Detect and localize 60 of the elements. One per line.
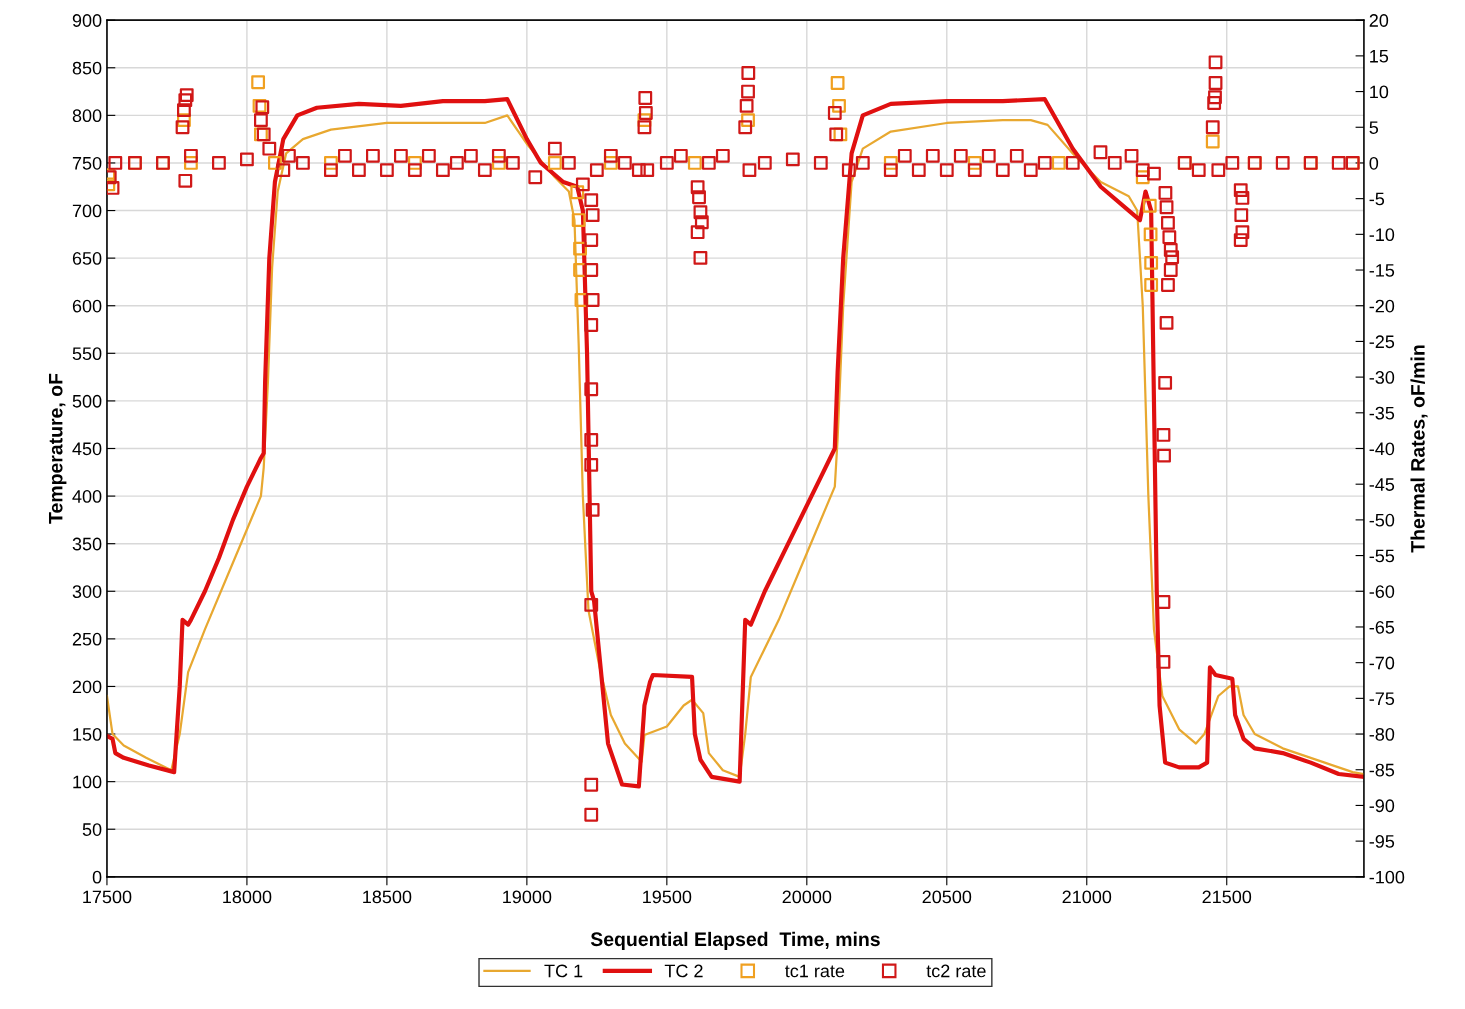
legend-label: tc2 rate — [926, 964, 986, 978]
y-tick-label: 700 — [72, 204, 102, 218]
y-tick-label: 100 — [73, 775, 102, 789]
y2-tick-label: -35 — [1369, 406, 1395, 420]
y-tick-label: 750 — [72, 156, 102, 170]
y2-tick-label: -65 — [1369, 620, 1395, 634]
y-tick-label: 400 — [72, 490, 102, 503]
y2-tick-label: -75 — [1369, 692, 1395, 706]
y2-tick-label: -5 — [1369, 192, 1385, 206]
x-tick-label: 18000 — [223, 890, 272, 904]
y-tick-label: 150 — [73, 727, 102, 741]
y-tick-label: 900 — [72, 14, 102, 27]
y2-tick-label: 10 — [1370, 85, 1389, 99]
y-tick-label: 450 — [72, 442, 102, 456]
y-tick-label: 650 — [72, 252, 102, 265]
y2-tick-label: -95 — [1369, 835, 1395, 848]
y2-tick-label: -90 — [1369, 799, 1395, 813]
x-tick-label: 20000 — [782, 890, 832, 904]
y2-tick-label: -20 — [1369, 299, 1395, 313]
y-axis-title: Temperature, oF — [48, 373, 67, 524]
y-tick-label: 800 — [72, 109, 102, 123]
y2-tick-label: -45 — [1369, 478, 1395, 491]
y-tick-label: 550 — [72, 347, 102, 361]
y-tick-label: 850 — [72, 61, 102, 75]
y2-tick-label: 15 — [1370, 49, 1389, 63]
legend-label: TC 1 — [544, 964, 583, 978]
legend-label: tc1 rate — [785, 964, 845, 978]
y2-tick-label: -40 — [1369, 442, 1395, 456]
y-tick-label: 600 — [72, 299, 102, 313]
y2-tick-label: -25 — [1369, 335, 1395, 349]
y-tick-label: 350 — [72, 537, 102, 551]
y2-tick-label: -70 — [1369, 656, 1395, 670]
y2-tick-label: -30 — [1369, 371, 1395, 384]
x-tick-label: 18500 — [363, 890, 412, 904]
y-tick-label: 300 — [72, 585, 102, 598]
y2-tick-label: -15 — [1369, 264, 1395, 277]
x-tick-label: 20500 — [922, 890, 972, 904]
y2-tick-label: -80 — [1369, 727, 1395, 741]
x-axis-title: Sequential Elapsed Time, mins — [590, 931, 880, 950]
y2-tick-label: -50 — [1369, 513, 1395, 527]
y2-tick-label: -60 — [1369, 585, 1395, 598]
y2-tick-label: 20 — [1369, 14, 1389, 27]
y2-tick-label: 0 — [1369, 156, 1379, 170]
x-tick-label: 21500 — [1202, 890, 1252, 904]
y-tick-label: 500 — [72, 394, 102, 408]
y2-tick-label: -10 — [1369, 228, 1395, 242]
x-tick-label: 17500 — [83, 890, 132, 904]
y-tick-label: 250 — [72, 632, 102, 646]
y-tick-label: 0 — [92, 870, 102, 884]
x-tick-label: 19500 — [643, 890, 692, 904]
y2-tick-label: -55 — [1369, 549, 1395, 563]
x-tick-label: 21000 — [1062, 890, 1112, 904]
y2-tick-label: 5 — [1369, 121, 1379, 134]
y-tick-label: 50 — [82, 823, 102, 836]
y-tick-label: 200 — [72, 680, 102, 694]
y2-axis-title: Thermal Rates, oF/min — [1410, 345, 1428, 553]
x-tick-label: 19000 — [503, 890, 552, 904]
y2-tick-label: -85 — [1369, 763, 1395, 777]
legend-label: TC 2 — [664, 964, 703, 978]
y2-tick-label: -100 — [1369, 870, 1405, 884]
